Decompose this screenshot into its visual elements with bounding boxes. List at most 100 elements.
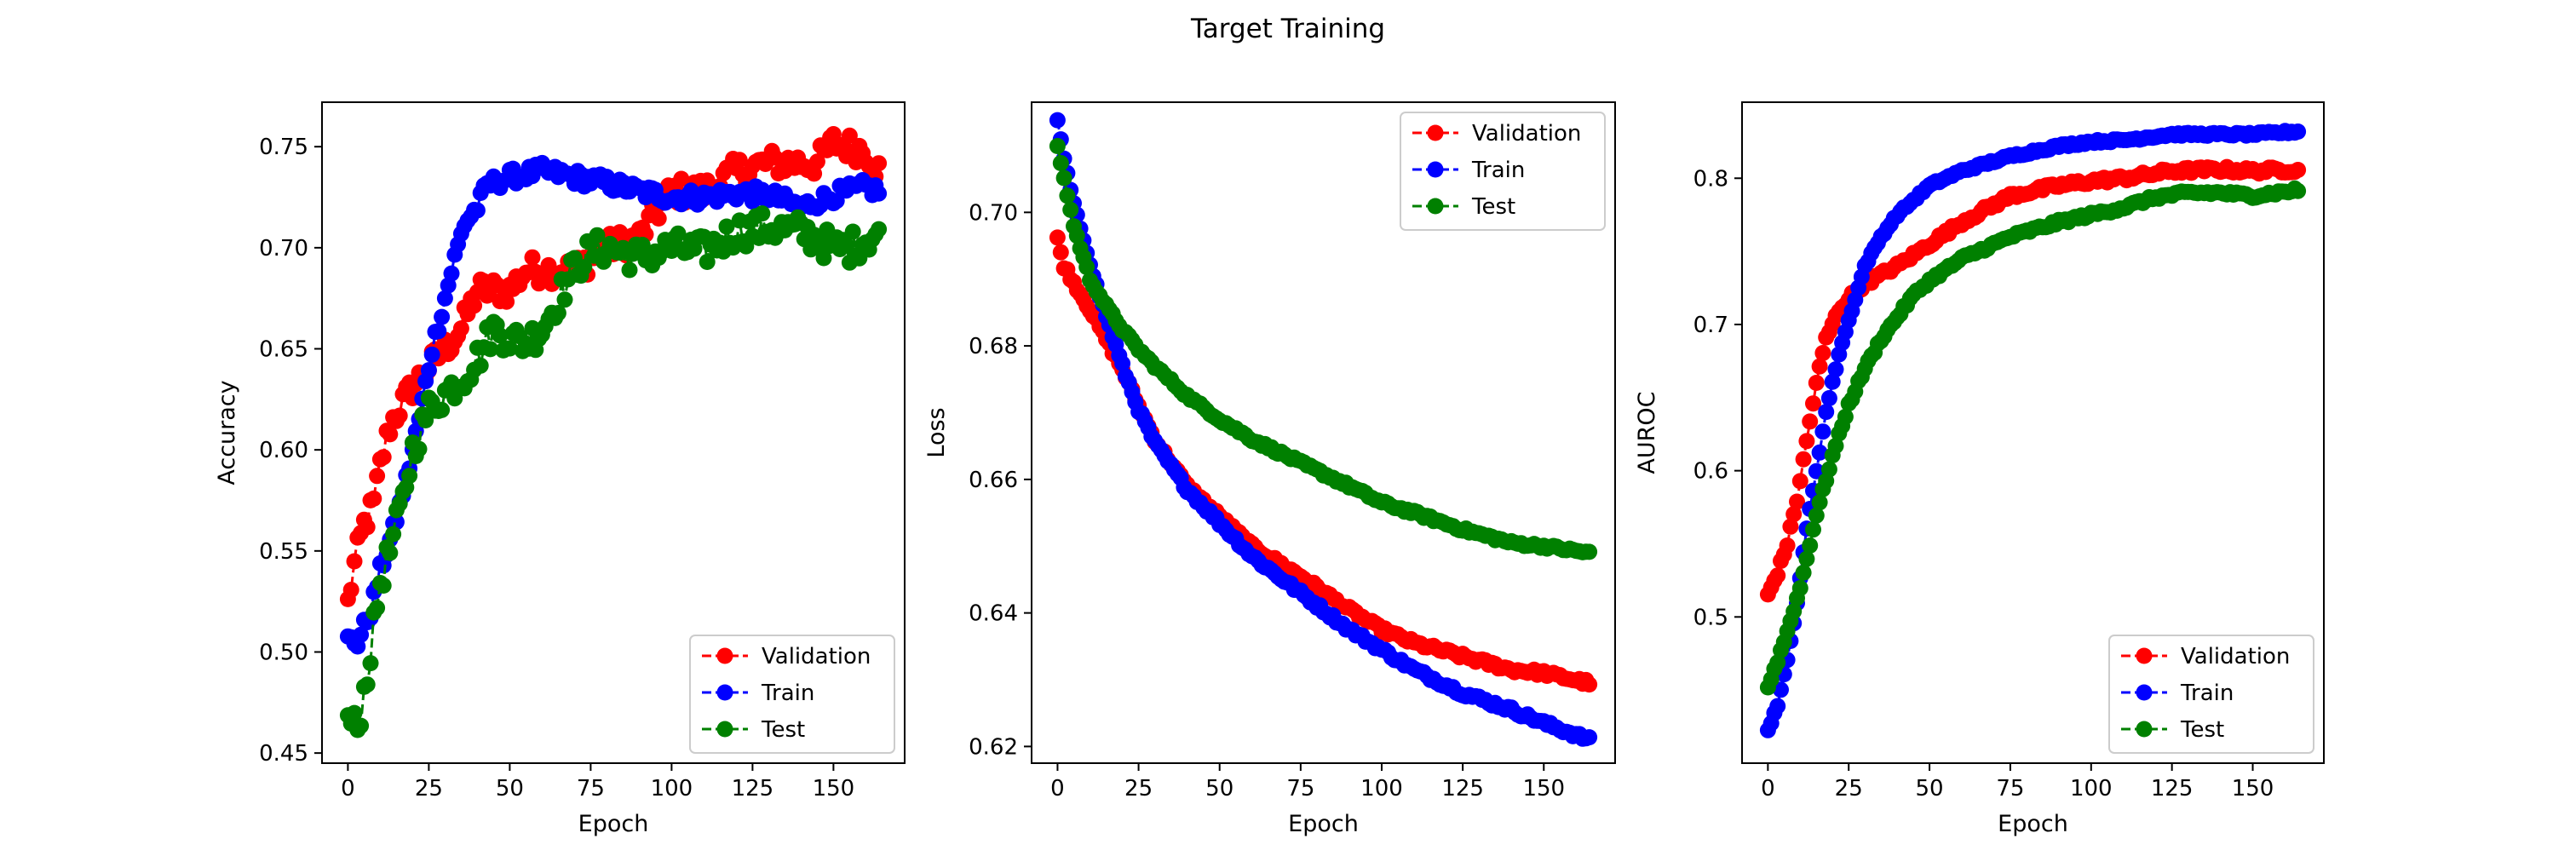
y-tick-label: 0.65 xyxy=(259,337,308,363)
data-point xyxy=(1782,518,1799,535)
x-tick-label: 0 xyxy=(1050,776,1065,801)
data-point xyxy=(1581,543,1598,560)
data-point xyxy=(1049,112,1066,129)
data-point xyxy=(1052,155,1069,171)
series-validation xyxy=(1759,158,2307,603)
data-point xyxy=(2290,162,2307,178)
data-point xyxy=(549,305,566,321)
data-point xyxy=(1805,395,1821,412)
data-point xyxy=(369,468,386,485)
data-point xyxy=(1769,567,1786,584)
data-point xyxy=(2290,124,2307,140)
y-tick-label: 0.64 xyxy=(969,601,1018,627)
legend-label: Train xyxy=(2180,681,2234,706)
data-point xyxy=(1773,681,1789,698)
data-point xyxy=(838,237,855,254)
data-point xyxy=(1581,729,1598,746)
x-tick-label: 150 xyxy=(2232,776,2274,801)
axes-frame xyxy=(1031,101,1616,764)
x-tick-label: 150 xyxy=(1522,776,1565,801)
chart-panel-2: 0 25 50 75 100 125 150 0.62 0.64 0.66 0.68 0.70 Epoc… xyxy=(923,101,1616,837)
legend-label: Validation xyxy=(1472,121,1581,146)
legend-label: Train xyxy=(761,681,814,706)
data-point xyxy=(423,346,440,363)
series-line xyxy=(1767,187,2299,688)
data-point xyxy=(1847,291,1864,308)
data-point xyxy=(754,205,771,222)
x-tick-label: 75 xyxy=(1286,776,1314,801)
data-point xyxy=(469,202,486,219)
legend-label: Validation xyxy=(762,644,871,669)
data-point xyxy=(731,152,748,169)
series-test xyxy=(1049,138,1598,560)
x-axis-label: Epoch xyxy=(578,811,649,837)
legend-box xyxy=(2108,635,2314,754)
data-point xyxy=(871,185,888,202)
data-point xyxy=(1837,408,1854,425)
data-point xyxy=(1811,494,1828,511)
data-point xyxy=(353,717,370,734)
data-point xyxy=(524,249,541,266)
data-point xyxy=(1049,229,1066,246)
chart-panel-3: 0 25 50 75 100 125 150 0.5 0.6 0.7 0.8 Epoch AUROC Va… xyxy=(1634,101,2325,837)
data-point xyxy=(1798,433,1815,450)
x-tick-label: 125 xyxy=(1441,776,1484,801)
y-axis-label: AUROC xyxy=(1634,391,1660,474)
y-tick-label: 0.50 xyxy=(259,640,308,665)
data-point xyxy=(436,290,453,307)
data-point xyxy=(1820,461,1837,478)
data-point xyxy=(1769,698,1786,715)
data-point xyxy=(828,192,845,210)
data-point xyxy=(871,221,888,238)
data-point xyxy=(501,340,518,357)
x-tick-label: 75 xyxy=(577,776,605,801)
series-validation xyxy=(1049,229,1598,693)
data-point xyxy=(375,449,392,466)
x-tick-label: 50 xyxy=(1916,776,1944,801)
data-point xyxy=(1078,259,1095,275)
legend-label: Train xyxy=(1471,158,1525,183)
chart-panel-1: 0 25 50 75 100 125 150 0.45 0.50 0.55 0.60 0.65 0.70… xyxy=(214,101,906,837)
legend-marker xyxy=(1427,124,1444,141)
x-tick-label: 125 xyxy=(2151,776,2194,801)
data-point xyxy=(1791,580,1808,596)
data-point xyxy=(1824,373,1841,390)
data-point xyxy=(589,227,606,244)
x-tick-label: 50 xyxy=(1205,776,1233,801)
data-point xyxy=(346,553,363,570)
x-tick-label: 100 xyxy=(651,776,693,801)
data-point xyxy=(1811,444,1828,461)
data-point xyxy=(1808,375,1825,391)
data-point xyxy=(1814,345,1831,361)
data-point xyxy=(844,223,861,240)
y-tick-label: 0.6 xyxy=(1693,459,1728,485)
data-point xyxy=(346,704,363,721)
x-tick-label: 75 xyxy=(1996,776,2024,801)
data-point xyxy=(1068,227,1085,244)
figure-title: Target Training xyxy=(1190,14,1385,44)
series-test xyxy=(1759,180,2307,696)
data-point xyxy=(411,440,428,457)
y-tick-label: 0.70 xyxy=(259,236,308,261)
y-tick-label: 0.75 xyxy=(259,135,308,160)
axes-frame xyxy=(1741,101,2325,764)
data-point xyxy=(1791,473,1808,490)
data-point xyxy=(2290,182,2307,199)
axes-frame xyxy=(321,101,906,764)
legend-marker xyxy=(716,721,733,738)
legend-label: Test xyxy=(761,717,805,743)
data-point xyxy=(1114,355,1131,372)
x-tick-label: 0 xyxy=(341,776,355,801)
data-point xyxy=(670,225,687,242)
legend-box xyxy=(1400,112,1606,231)
y-tick-label: 0.62 xyxy=(969,734,1018,760)
legend-marker xyxy=(2136,721,2153,738)
data-point xyxy=(808,153,825,170)
y-tick-label: 0.70 xyxy=(969,200,1018,226)
data-point xyxy=(498,293,515,310)
data-point xyxy=(342,582,359,598)
x-tick-label: 25 xyxy=(415,776,443,801)
data-point xyxy=(1808,507,1825,524)
